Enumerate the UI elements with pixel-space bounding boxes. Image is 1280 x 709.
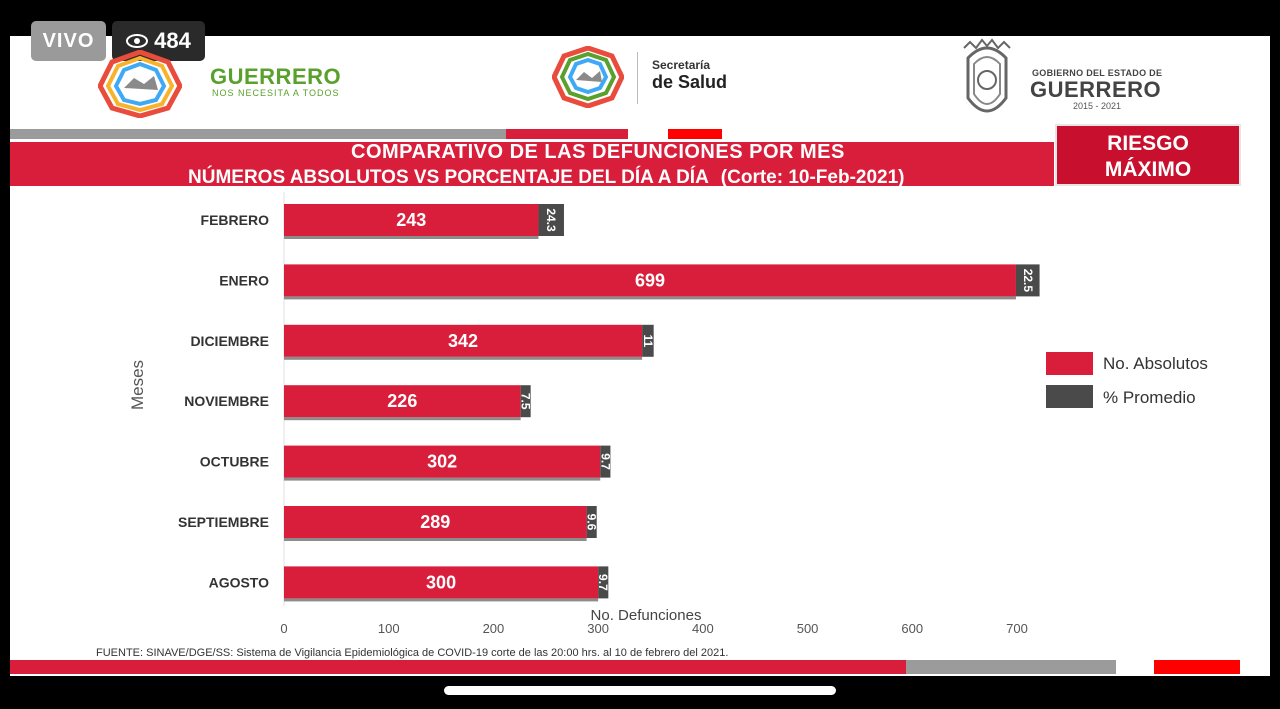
bar-shadow (284, 598, 599, 602)
risk-level-badge: RIESGO MÁXIMO (1055, 124, 1241, 186)
x-tick-label: 600 (901, 621, 923, 636)
top-black-bar (0, 0, 1280, 36)
salud-logo-line1: Secretaría (652, 58, 711, 72)
bar-shadow (284, 538, 587, 541)
data-label-promedio: 9.7 (598, 453, 612, 470)
category-label: ENERO (219, 272, 269, 288)
viewer-count-badge: 484 (112, 21, 205, 61)
gob-logo-line2: GUERRERO (1030, 77, 1162, 102)
salud-logo-line2: de Salud (652, 72, 728, 92)
chart-title: COMPARATIVO DE LAS DEFUNCIONES POR MES (351, 141, 845, 163)
decor-bar-red-top-small (668, 129, 722, 139)
decor-bar-red-bottom (10, 660, 906, 674)
salud-emblem-icon (552, 46, 624, 108)
decor-bar-red-bottom-small (1154, 660, 1240, 674)
category-label: SEPTIEMBRE (178, 514, 269, 530)
data-label-promedio: 24.3 (544, 208, 558, 232)
data-label-promedio: 11 (641, 334, 655, 347)
chart-corte-date: (Corte: 10-Feb-2021) (720, 167, 905, 188)
data-label-absolutos: 289 (420, 512, 450, 532)
bar-promedio (520, 385, 531, 418)
bar-absolutos (284, 385, 521, 418)
category-label: NOVIEMBRE (184, 393, 269, 409)
bar-absolutos (284, 204, 539, 236)
data-label-absolutos: 302 (427, 452, 457, 472)
bar-shadow (284, 356, 643, 360)
x-tick-label: 300 (587, 621, 609, 636)
live-badge: VIVO (31, 21, 106, 61)
bar-promedio (1015, 264, 1040, 297)
legend-swatch-promedio (1046, 385, 1093, 408)
bar-absolutos (284, 445, 601, 478)
category-label: AGOSTO (209, 574, 270, 590)
salud-divider (637, 52, 638, 104)
source-note: FUENTE: SINAVE/DGE/SS: Sistema de Vigila… (96, 647, 729, 659)
legend-label-absolutos: No. Absolutos (1103, 354, 1208, 373)
category-label: OCTUBRE (200, 454, 269, 470)
bar-shadow (284, 477, 601, 481)
bar-absolutos (284, 566, 599, 599)
data-label-promedio: 7.5 (519, 393, 533, 410)
x-tick-label: 700 (1006, 621, 1028, 636)
title-band (10, 142, 1054, 186)
category-label: DICIEMBRE (190, 333, 269, 349)
risk-line1: RIESGO (1107, 132, 1189, 155)
y-axis-label: Meses (128, 360, 147, 410)
chart-subtitle-main: NÚMEROS ABSOLUTOS VS PORCENTAJE DEL DÍA … (188, 167, 709, 188)
chart-subtitle: NÚMEROS ABSOLUTOS VS PORCENTAJE DEL DÍA … (188, 167, 905, 189)
bar-promedio (600, 445, 611, 478)
legend-label-promedio: % Promedio (1103, 388, 1196, 407)
data-label-absolutos: 699 (635, 270, 665, 290)
data-label-absolutos: 243 (396, 210, 426, 230)
gob-logo-years: 2015 - 2021 (1073, 101, 1122, 111)
x-tick-label: 400 (692, 621, 714, 636)
decor-bar-gray-top (10, 129, 506, 139)
bar-absolutos (284, 506, 587, 538)
data-label-promedio: 9.6 (585, 514, 599, 531)
data-label-promedio: 9.7 (596, 574, 610, 591)
viewer-count: 484 (154, 28, 191, 53)
category-label: FEBRERO (201, 212, 270, 228)
state-coat-of-arms-icon (963, 38, 1011, 113)
bar-shadow (284, 236, 539, 239)
bar-shadow (284, 296, 1016, 300)
x-axis-label: No. Defunciones (591, 607, 702, 624)
home-indicator[interactable] (444, 686, 836, 695)
risk-line2: MÁXIMO (1104, 158, 1192, 181)
bar-promedio (598, 566, 609, 599)
decor-bar-gray-bottom (906, 660, 1116, 674)
bar-absolutos (284, 264, 1016, 297)
x-tick-label: 0 (280, 621, 287, 636)
guerrero-emblem-icon (98, 50, 182, 118)
bar-promedio (642, 324, 654, 357)
legend-swatch-absolutos (1046, 352, 1093, 375)
guerrero-logo-title: GUERRERO (210, 64, 342, 89)
bar-absolutos (284, 324, 643, 357)
bar-shadow (284, 417, 521, 421)
guerrero-logo-slogan: NOS NECESITA A TODOS (212, 88, 340, 98)
decor-bar-red-top (506, 129, 628, 139)
gob-logo-line1: GOBIERNO DEL ESTADO DE (1032, 68, 1163, 78)
data-label-absolutos: 226 (387, 391, 417, 411)
bar-promedio (538, 204, 564, 236)
x-tick-label: 500 (797, 621, 819, 636)
eye-icon (126, 34, 149, 48)
x-tick-label: 100 (378, 621, 400, 636)
data-label-absolutos: 300 (426, 572, 456, 592)
x-tick-label: 200 (483, 621, 505, 636)
data-label-absolutos: 342 (448, 331, 478, 351)
data-label-promedio: 22.5 (1021, 269, 1035, 293)
bar-promedio (586, 506, 597, 538)
